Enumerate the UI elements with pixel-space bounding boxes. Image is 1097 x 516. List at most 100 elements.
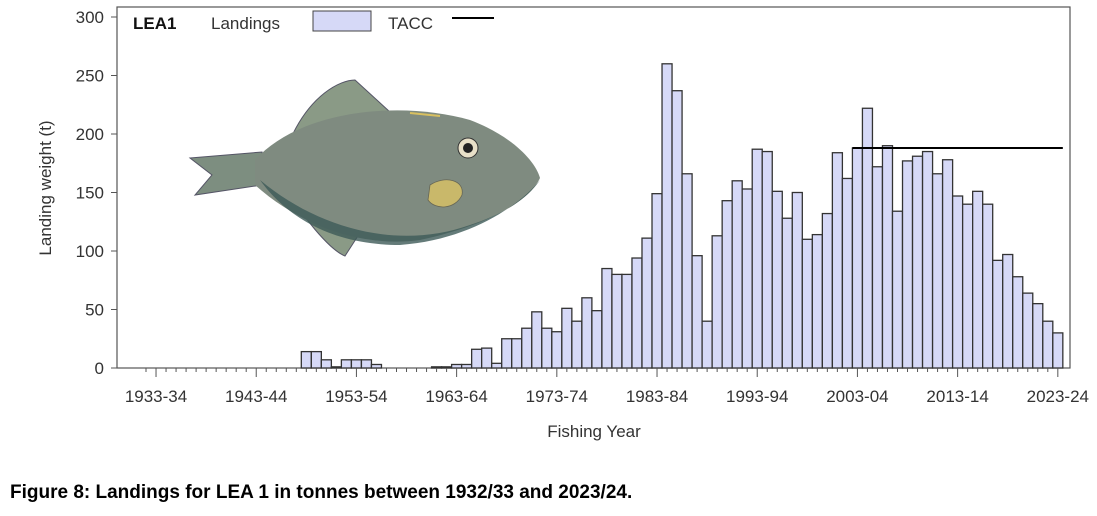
bar-1949-50 (310, 350, 322, 369)
x-tick-label: 1983-84 (626, 387, 688, 406)
bar-2006-07 (881, 145, 894, 369)
bar-1988-89 (701, 320, 713, 369)
bar-1979-80 (611, 273, 623, 369)
bar-1969-70 (511, 338, 523, 369)
bar-1970-71 (521, 327, 533, 369)
bar-2014-15 (961, 203, 974, 369)
bar-1997-98 (791, 191, 803, 369)
bar-1982-83 (641, 237, 653, 369)
y-tick-label: 150 (76, 184, 104, 203)
bar-1962-63 (440, 366, 453, 369)
x-tick-label: 1963-64 (425, 387, 487, 406)
bar-2017-18 (992, 259, 1004, 369)
bar-1971-72 (531, 311, 543, 369)
bar-1985-86 (671, 90, 683, 369)
y-tick-label: 300 (76, 8, 104, 27)
y-tick-label: 100 (76, 242, 104, 261)
bar-2003-04 (851, 147, 864, 369)
bar-1954-55 (360, 359, 373, 369)
y-tick-label: 250 (76, 67, 104, 86)
bar-1990-91 (721, 200, 733, 369)
bar-2009-10 (911, 155, 924, 369)
y-axis: 0 50 100 150 200 250 300 (76, 8, 117, 378)
x-tick-label: 1953-54 (325, 387, 387, 406)
bar-1991-92 (731, 180, 743, 369)
bar-1984-85 (661, 63, 673, 369)
bar-2013-14 (951, 195, 964, 369)
y-tick-label: 50 (85, 301, 104, 320)
chart-title: LEA1 (133, 14, 176, 33)
bar-2021-22 (1032, 302, 1044, 369)
bar-2007-08 (891, 210, 904, 369)
bar-2019-20 (1012, 276, 1024, 369)
bar-2001-02 (831, 152, 844, 369)
bar-2016-17 (982, 203, 994, 369)
bar-1976-77 (581, 297, 593, 369)
bar-1961-62 (430, 366, 443, 369)
bar-2002-03 (841, 177, 854, 369)
x-tick-label: 1933-34 (125, 387, 187, 406)
x-tick-label: 1973-74 (526, 387, 588, 406)
x-tick-label: 2003-04 (826, 387, 888, 406)
x-tick-label: 2013-14 (926, 387, 988, 406)
x-tick-label: 1943-44 (225, 387, 287, 406)
bar-1965-66 (470, 348, 483, 369)
bar-1967-68 (491, 362, 503, 369)
bar-1968-69 (501, 338, 513, 369)
bar-2022-23 (1042, 320, 1054, 369)
bar-1995-96 (771, 190, 783, 369)
legend-landings-label: Landings (211, 14, 280, 33)
bar-1994-95 (761, 150, 773, 369)
bar-1983-84 (651, 193, 663, 369)
y-tick-label: 0 (95, 359, 104, 378)
bar-2011-12 (931, 173, 944, 369)
bar-1951-52 (330, 366, 343, 369)
bar-1950-51 (320, 359, 333, 369)
bar-1980-81 (621, 273, 633, 369)
bar-1964-65 (460, 363, 473, 369)
y-tick-label: 200 (76, 125, 104, 144)
bar-1966-67 (481, 347, 493, 369)
bar-1977-78 (591, 310, 603, 369)
bar-1952-53 (340, 359, 353, 369)
bar-1987-88 (691, 255, 703, 369)
bar-1993-94 (751, 148, 763, 369)
bar-1974-75 (561, 307, 573, 369)
bar-2018-19 (1002, 253, 1014, 369)
bar-1998-99 (801, 238, 813, 369)
bar-1999-00 (811, 233, 824, 369)
bar-1996-97 (781, 217, 793, 369)
bar-1978-79 (601, 267, 613, 369)
bar-2008-09 (901, 160, 914, 369)
bars-group (300, 63, 1064, 369)
legend-landings-swatch (312, 10, 372, 32)
legend-tacc-label: TACC (388, 14, 433, 33)
x-tick-label: 1993-94 (726, 387, 788, 406)
x-tick-label: 2023-24 (1027, 387, 1089, 406)
leatherjacket-fish-illustration (188, 79, 540, 257)
y-axis-label: Landing weight (t) (36, 120, 55, 255)
x-axis-label: Fishing Year (547, 422, 641, 441)
bar-1948-49 (300, 350, 312, 369)
bar-1973-74 (551, 331, 563, 369)
landings-chart: 0 50 100 150 200 250 300 1933-34 1943-44 1953-54… (36, 6, 1089, 441)
legend: LEA1 Landings TACC (133, 10, 494, 33)
x-axis: 1933-34 1943-44 1953-54 1963-64 1973-74 1983-… (125, 368, 1089, 406)
figure-caption: Figure 8: Landings for LEA 1 in tonnes b… (10, 482, 633, 503)
bar-1963-64 (450, 363, 463, 369)
bar-2012-13 (941, 159, 954, 369)
bar-2023-24 (1052, 332, 1064, 369)
bar-2020-21 (1022, 292, 1034, 369)
bar-1992-93 (741, 188, 753, 369)
bar-2010-11 (921, 150, 934, 369)
bar-2005-06 (871, 166, 884, 369)
bar-1989-90 (711, 235, 723, 369)
bar-1986-87 (681, 173, 693, 369)
bar-1981-82 (631, 257, 643, 369)
bar-2000-01 (821, 212, 834, 369)
bar-1972-73 (541, 327, 553, 369)
bar-1953-54 (350, 359, 363, 369)
bar-2015-16 (972, 190, 984, 369)
bar-1975-76 (571, 320, 583, 369)
bar-1955-56 (370, 363, 383, 369)
